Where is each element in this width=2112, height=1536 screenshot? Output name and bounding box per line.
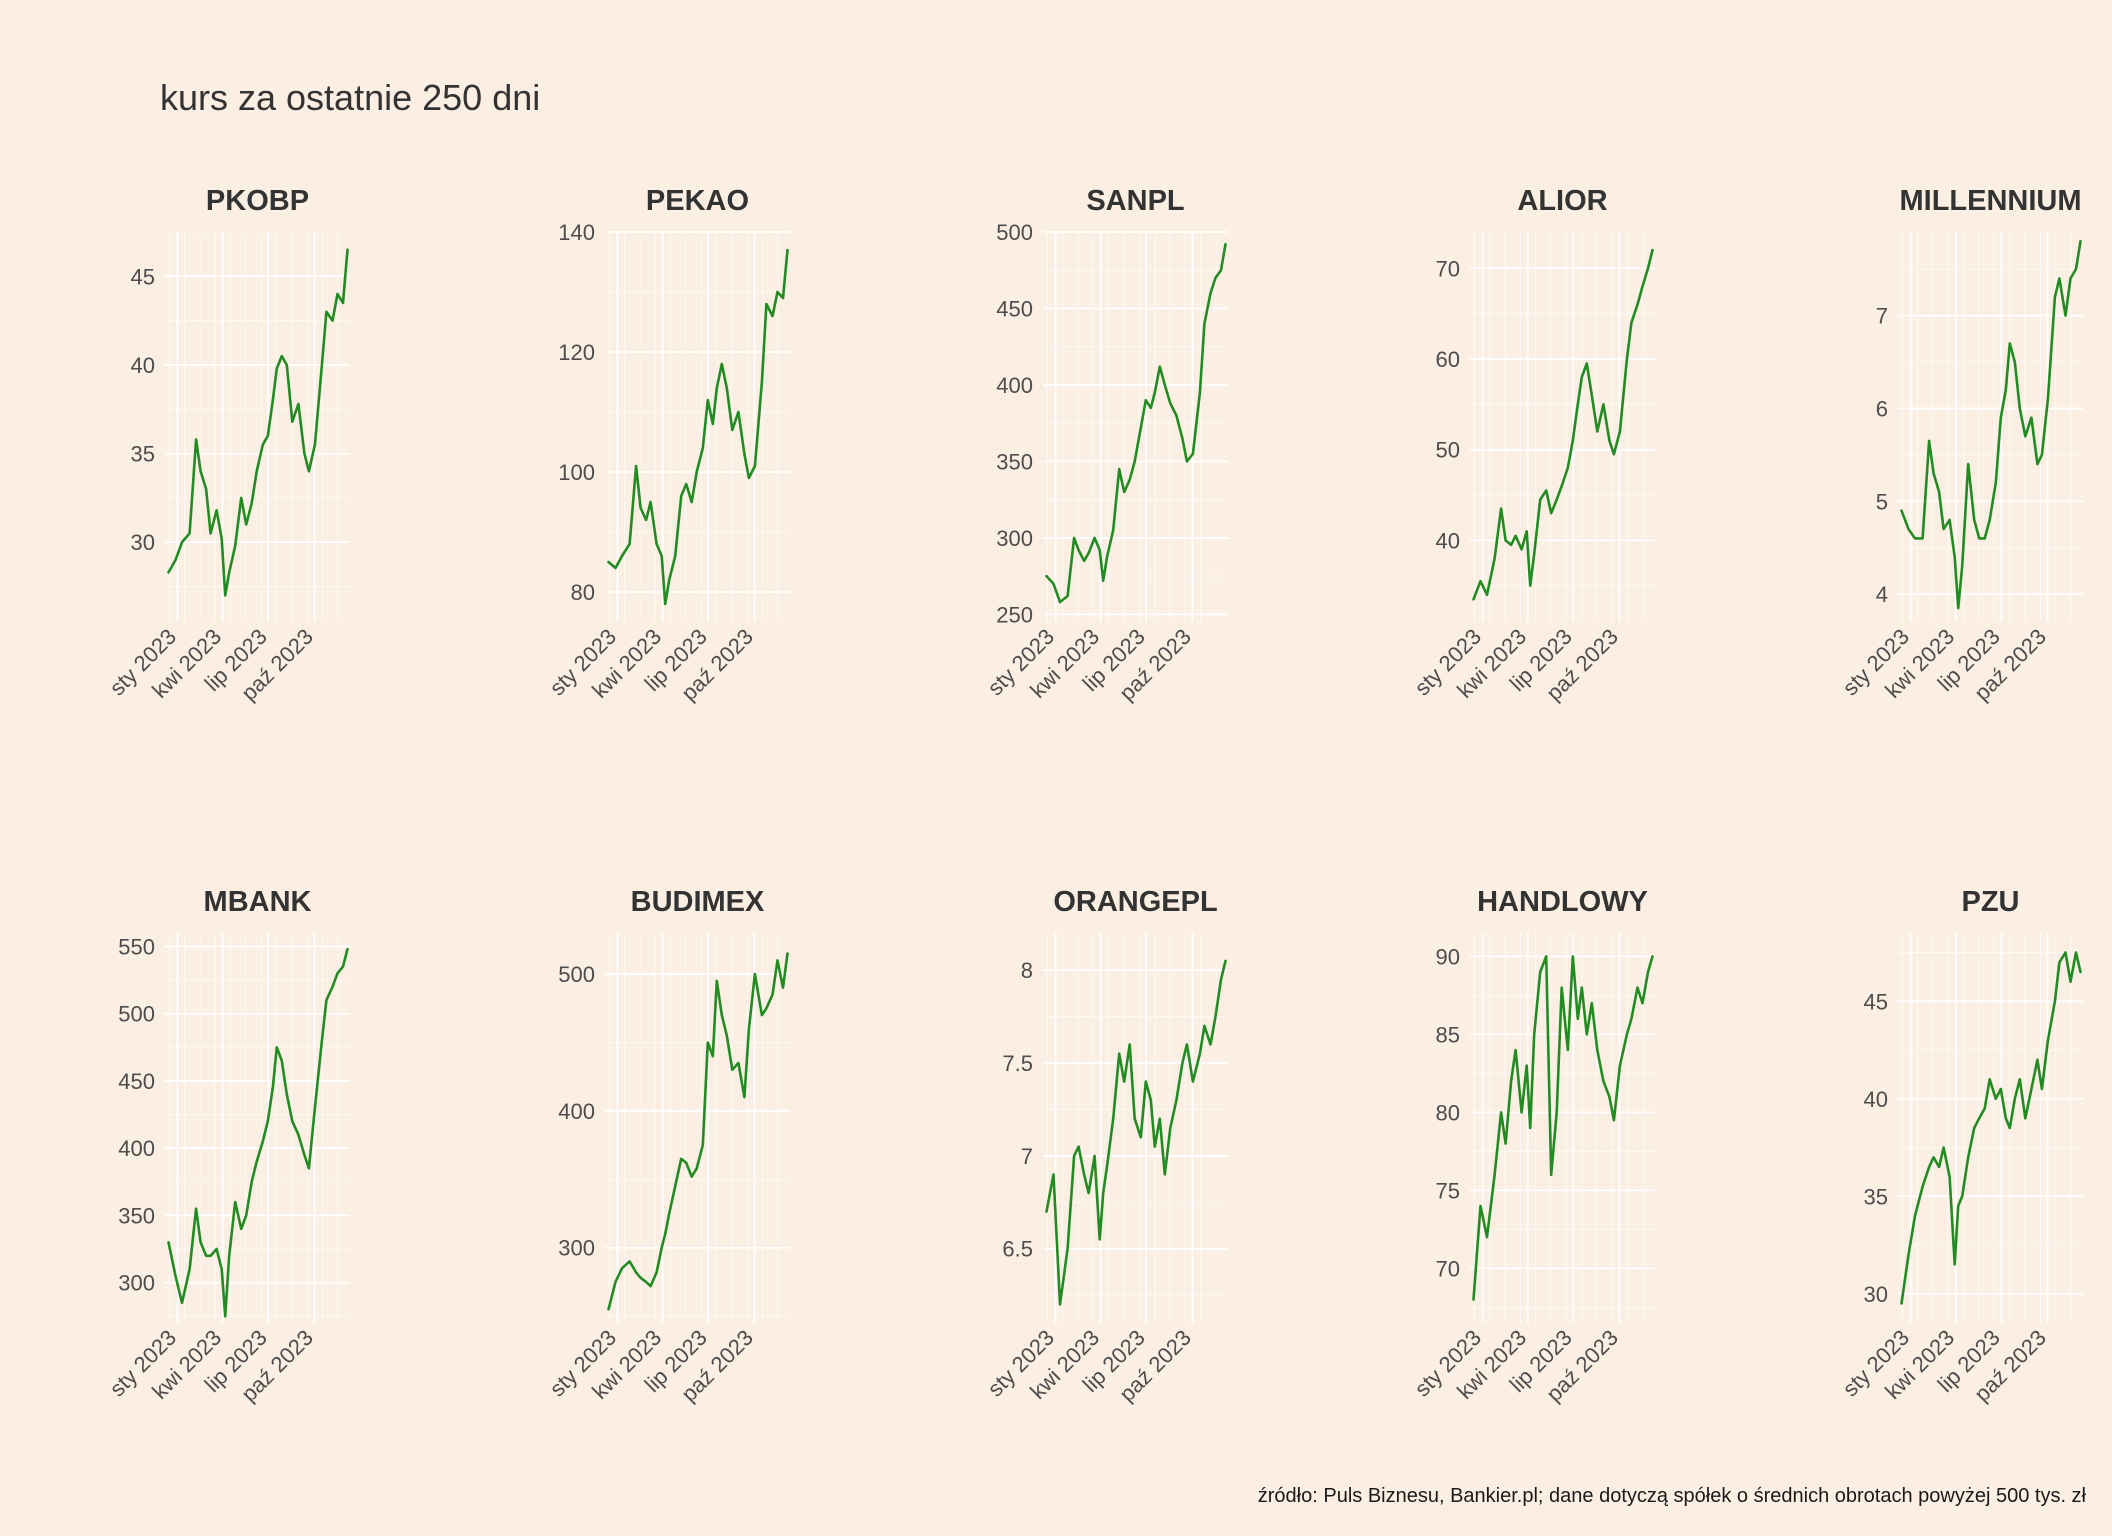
y-tick-label: 35 — [131, 442, 155, 467]
y-tick-label: 80 — [571, 580, 595, 605]
y-tick-label: 4 — [1876, 582, 1888, 607]
panel-title: ALIOR — [1517, 185, 1607, 217]
y-tick-label: 350 — [996, 449, 1033, 474]
y-tick-label: 400 — [996, 373, 1033, 398]
y-tick-label: 40 — [131, 353, 155, 378]
panel-title: BUDIMEX — [631, 886, 765, 918]
y-tick-label: 40 — [1436, 528, 1460, 553]
panel-title: PKOBP — [206, 185, 309, 217]
y-tick-label: 100 — [558, 460, 595, 485]
y-tick-label: 85 — [1436, 1022, 1460, 1047]
panel-title: MBANK — [204, 886, 312, 918]
y-tick-label: 45 — [131, 264, 155, 289]
y-tick-label: 550 — [118, 934, 155, 959]
y-tick-label: 7.5 — [1002, 1051, 1033, 1076]
price-line — [1900, 240, 2082, 610]
y-tick-label: 450 — [118, 1069, 155, 1094]
y-tick-label: 400 — [118, 1136, 155, 1161]
y-tick-label: 300 — [558, 1236, 595, 1261]
y-tick-label: 35 — [1864, 1184, 1888, 1209]
y-tick-label: 70 — [1436, 256, 1460, 281]
y-tick-label: 30 — [1864, 1282, 1888, 1307]
y-tick-label: 300 — [118, 1271, 155, 1296]
y-tick-label: 7 — [1021, 1144, 1033, 1169]
y-tick-label: 60 — [1436, 347, 1460, 372]
chart-caption: źródło: Puls Biznesu, Bankier.pl; dane d… — [1258, 1485, 2087, 1507]
y-tick-label: 500 — [118, 1002, 155, 1027]
y-tick-label: 300 — [996, 526, 1033, 551]
y-tick-label: 40 — [1864, 1087, 1888, 1112]
y-tick-label: 45 — [1864, 989, 1888, 1014]
y-tick-label: 6 — [1876, 396, 1888, 421]
y-tick-label: 6.5 — [1002, 1237, 1033, 1262]
y-tick-label: 75 — [1436, 1178, 1460, 1203]
price-line — [167, 248, 349, 597]
y-tick-label: 80 — [1436, 1100, 1460, 1125]
y-tick-label: 7 — [1876, 304, 1888, 329]
y-tick-label: 5 — [1876, 489, 1888, 514]
y-tick-label: 400 — [558, 1099, 595, 1124]
price-line — [167, 947, 349, 1318]
y-tick-label: 500 — [558, 962, 595, 987]
y-tick-label: 500 — [996, 220, 1033, 245]
y-tick-label: 350 — [118, 1203, 155, 1228]
y-tick-label: 120 — [558, 340, 595, 365]
price-line — [607, 952, 789, 1311]
y-tick-label: 140 — [558, 220, 595, 245]
panel-title: PZU — [1962, 886, 2020, 918]
price-line — [1472, 955, 1654, 1301]
panel-title: SANPL — [1086, 185, 1184, 217]
y-tick-label: 90 — [1436, 944, 1460, 969]
price-line — [607, 248, 789, 606]
panel-title: HANDLOWY — [1477, 886, 1648, 918]
panel-title: ORANGEPL — [1053, 886, 1217, 918]
y-tick-label: 30 — [131, 530, 155, 555]
y-tick-label: 70 — [1436, 1256, 1460, 1281]
y-tick-label: 8 — [1021, 958, 1033, 983]
price-line — [1472, 248, 1654, 601]
price-line — [1045, 959, 1227, 1306]
price-line — [1900, 951, 2082, 1305]
y-tick-label: 250 — [996, 602, 1033, 627]
chart-title: kurs za ostatnie 250 dni — [160, 77, 540, 118]
panel-title: PEKAO — [646, 185, 749, 217]
panel-title: MILLENNIUM — [1899, 185, 2081, 217]
y-tick-label: 50 — [1436, 438, 1460, 463]
price-line — [1045, 242, 1227, 604]
y-tick-label: 450 — [996, 296, 1033, 321]
